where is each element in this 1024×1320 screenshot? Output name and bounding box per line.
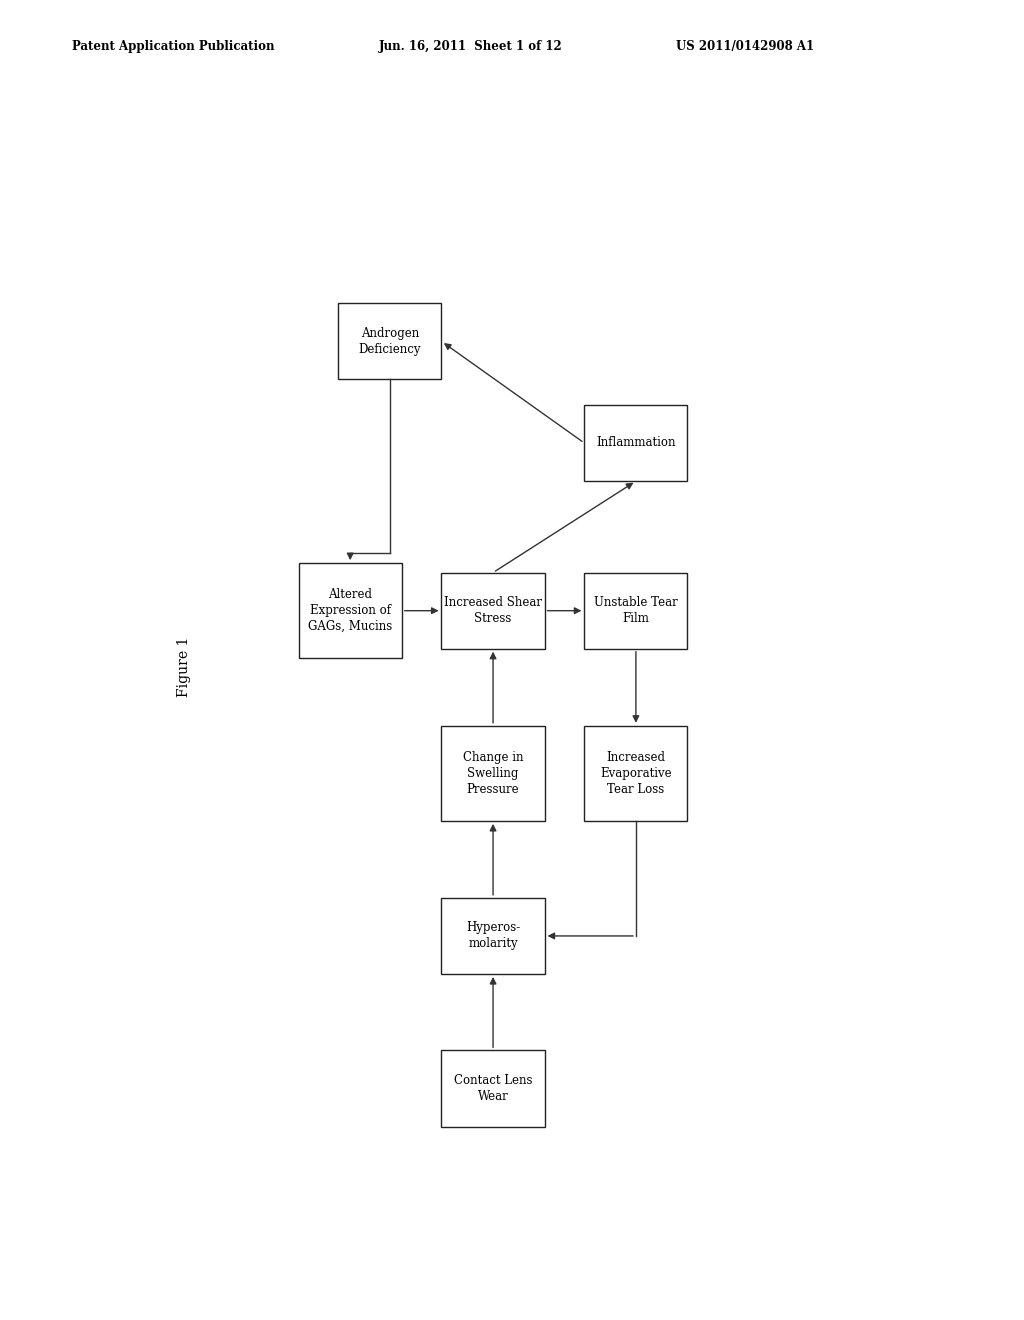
Text: Androgen
Deficiency: Androgen Deficiency: [358, 327, 421, 356]
Text: Change in
Swelling
Pressure: Change in Swelling Pressure: [463, 751, 523, 796]
Bar: [338, 304, 441, 379]
Text: Increased Shear
Stress: Increased Shear Stress: [444, 597, 542, 626]
Text: US 2011/0142908 A1: US 2011/0142908 A1: [676, 40, 814, 53]
Text: Increased
Evaporative
Tear Loss: Increased Evaporative Tear Loss: [600, 751, 672, 796]
Text: Contact Lens
Wear: Contact Lens Wear: [454, 1074, 532, 1104]
Bar: [585, 726, 687, 821]
Text: Patent Application Publication: Patent Application Publication: [72, 40, 274, 53]
Bar: [299, 564, 401, 659]
Bar: [441, 1051, 545, 1126]
Text: Unstable Tear
Film: Unstable Tear Film: [594, 597, 678, 626]
Bar: [441, 726, 545, 821]
Text: Hyperos-
molarity: Hyperos- molarity: [466, 921, 520, 950]
Bar: [441, 573, 545, 649]
Bar: [585, 405, 687, 480]
Text: Figure 1: Figure 1: [176, 636, 190, 697]
Text: Inflammation: Inflammation: [596, 437, 676, 450]
Bar: [585, 573, 687, 649]
Text: Altered
Expression of
GAGs, Mucins: Altered Expression of GAGs, Mucins: [308, 589, 392, 634]
Bar: [441, 898, 545, 974]
Text: Jun. 16, 2011  Sheet 1 of 12: Jun. 16, 2011 Sheet 1 of 12: [379, 40, 562, 53]
